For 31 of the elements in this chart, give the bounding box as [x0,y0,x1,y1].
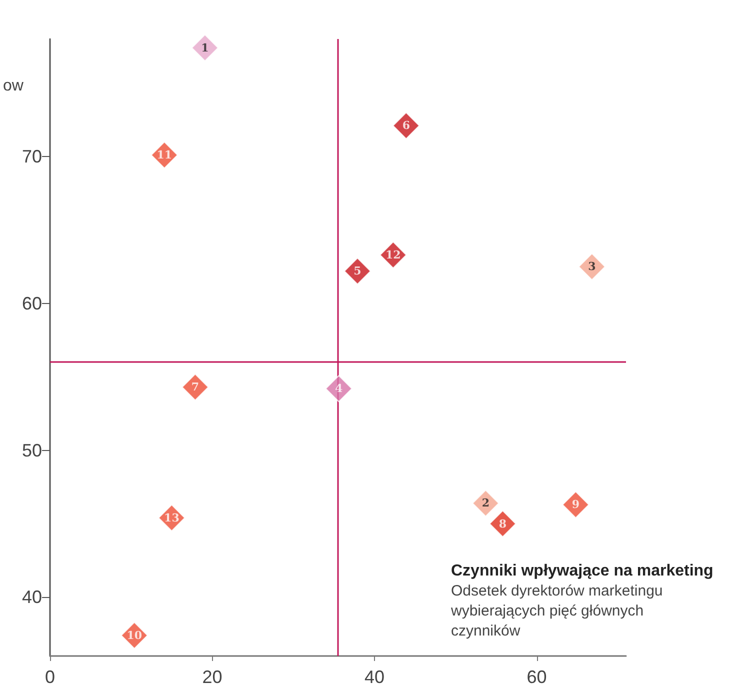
y-tick-label: 70 [22,146,42,167]
annotation: 9 [572,498,580,512]
x-tick-label: 20 [202,667,222,687]
annotation: 8 [498,517,507,530]
annotation: 11 [156,148,172,162]
point [344,258,371,285]
annotation: 12 [386,248,401,262]
annotation: 1 [201,41,209,54]
y-tick-label: 40 [22,587,42,608]
x-tick-label: 60 [526,667,547,687]
annotation: 2 [482,496,490,510]
annotation: 13 [164,511,180,524]
y-tick-label: 50 [22,440,42,460]
annotation: 5 [354,264,362,278]
x-tick-label: 40 [364,667,385,687]
point [182,374,209,401]
point [392,112,420,140]
annotation: 6 [402,119,410,132]
x-tick-label: 0 [44,667,56,687]
y-tick-label: 60 [22,293,42,314]
annotation: 4 [334,382,343,396]
point [191,34,218,62]
annotation: 3 [588,260,596,274]
point [472,490,500,517]
point [562,491,590,518]
annotation: 7 [191,380,200,394]
y-axis-title: ow [3,78,24,94]
annotation: 10 [126,628,142,642]
point [325,375,352,402]
text: Czynniki wpływające na marketing [451,562,714,580]
text: Odsetek dyrektorów marketingu wybierających pięć głównych czynników [450,582,667,640]
